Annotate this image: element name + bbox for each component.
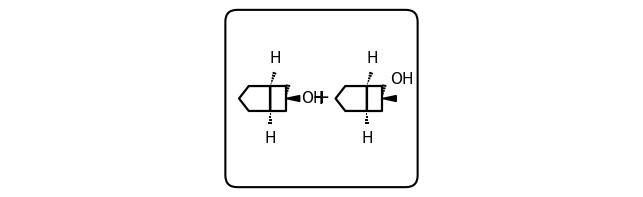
Polygon shape — [382, 96, 396, 101]
Text: H: H — [264, 131, 276, 146]
Text: OH: OH — [301, 91, 325, 106]
Polygon shape — [285, 96, 300, 101]
Text: H: H — [361, 131, 372, 146]
FancyBboxPatch shape — [225, 10, 418, 187]
Text: +: + — [311, 88, 330, 109]
Text: H: H — [366, 51, 377, 66]
Text: H: H — [269, 51, 281, 66]
Text: OH: OH — [390, 72, 413, 86]
